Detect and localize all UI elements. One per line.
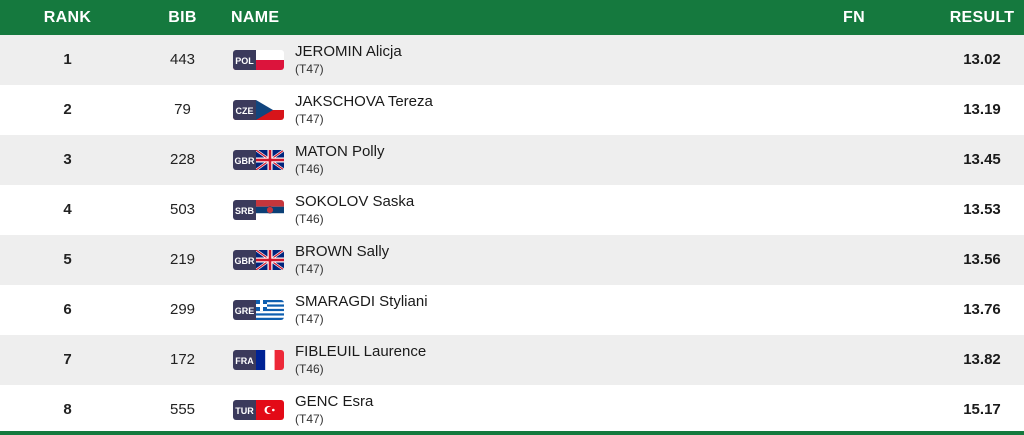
- svg-text:CZE: CZE: [236, 106, 254, 116]
- svg-text:SRB: SRB: [235, 206, 255, 216]
- svg-text:POL: POL: [235, 56, 254, 66]
- svg-text:FRA: FRA: [235, 356, 254, 366]
- svg-text:GBR: GBR: [235, 156, 256, 166]
- svg-text:GRE: GRE: [235, 306, 255, 316]
- svg-text:GBR: GBR: [235, 256, 256, 266]
- svg-text:TUR: TUR: [235, 406, 254, 416]
